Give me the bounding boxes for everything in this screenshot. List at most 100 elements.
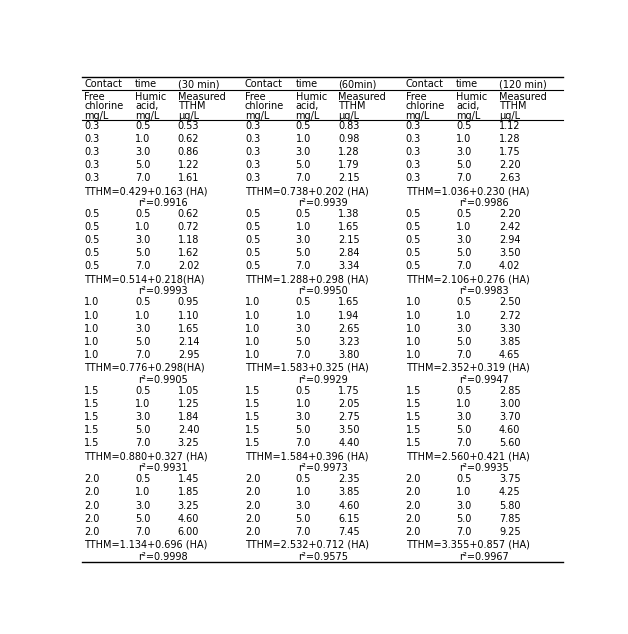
Text: 3.30: 3.30 bbox=[499, 324, 521, 333]
Text: 0.5: 0.5 bbox=[296, 209, 311, 219]
Text: mg/L: mg/L bbox=[456, 110, 480, 120]
Text: 1.5: 1.5 bbox=[245, 438, 261, 448]
Text: 2.0: 2.0 bbox=[245, 474, 261, 484]
Text: r²=0.9947: r²=0.9947 bbox=[459, 375, 509, 385]
Text: Measured: Measured bbox=[178, 92, 225, 102]
Text: TTHM: TTHM bbox=[338, 101, 366, 112]
Text: 0.3: 0.3 bbox=[245, 173, 260, 183]
Text: 0.3: 0.3 bbox=[84, 134, 100, 144]
Text: 2.0: 2.0 bbox=[406, 474, 421, 484]
Text: 1.0: 1.0 bbox=[245, 297, 260, 307]
Text: 7.0: 7.0 bbox=[135, 527, 150, 537]
Text: 2.0: 2.0 bbox=[84, 474, 100, 484]
Text: 1.0: 1.0 bbox=[406, 311, 421, 321]
Text: 0.62: 0.62 bbox=[178, 209, 199, 219]
Text: TTHM=0.880+0.327 (HA): TTHM=0.880+0.327 (HA) bbox=[84, 451, 208, 462]
Text: 1.75: 1.75 bbox=[338, 386, 360, 396]
Text: mg/L: mg/L bbox=[245, 110, 269, 120]
Text: 1.5: 1.5 bbox=[406, 412, 421, 422]
Text: 0.3: 0.3 bbox=[84, 120, 100, 131]
Text: 3.23: 3.23 bbox=[338, 337, 360, 347]
Text: 0.5: 0.5 bbox=[296, 474, 311, 484]
Text: TTHM=1.036+0.230 (HA): TTHM=1.036+0.230 (HA) bbox=[406, 186, 529, 196]
Text: 7.0: 7.0 bbox=[456, 527, 472, 537]
Text: 0.5: 0.5 bbox=[245, 209, 261, 219]
Text: 1.0: 1.0 bbox=[84, 337, 100, 347]
Text: 0.5: 0.5 bbox=[84, 209, 100, 219]
Text: 7.0: 7.0 bbox=[296, 438, 311, 448]
Text: 7.0: 7.0 bbox=[135, 261, 150, 271]
Text: 2.75: 2.75 bbox=[338, 412, 360, 422]
Text: 0.5: 0.5 bbox=[406, 261, 421, 271]
Text: 1.79: 1.79 bbox=[338, 160, 360, 170]
Text: 1.0: 1.0 bbox=[135, 399, 150, 409]
Text: 3.75: 3.75 bbox=[499, 474, 521, 484]
Text: time: time bbox=[135, 79, 157, 89]
Text: 1.84: 1.84 bbox=[178, 412, 199, 422]
Text: 1.5: 1.5 bbox=[245, 399, 261, 409]
Text: 2.0: 2.0 bbox=[406, 488, 421, 498]
Text: Contact: Contact bbox=[84, 79, 122, 89]
Text: 0.5: 0.5 bbox=[456, 386, 472, 396]
Text: 1.25: 1.25 bbox=[178, 399, 200, 409]
Text: 4.60: 4.60 bbox=[499, 425, 521, 435]
Text: 5.0: 5.0 bbox=[296, 425, 311, 435]
Text: 1.28: 1.28 bbox=[499, 134, 521, 144]
Text: 7.0: 7.0 bbox=[296, 350, 311, 360]
Text: 0.5: 0.5 bbox=[135, 209, 150, 219]
Text: 1.65: 1.65 bbox=[338, 297, 360, 307]
Text: 0.5: 0.5 bbox=[456, 297, 472, 307]
Text: 3.0: 3.0 bbox=[296, 501, 311, 510]
Text: 1.22: 1.22 bbox=[178, 160, 200, 170]
Text: 2.94: 2.94 bbox=[499, 235, 521, 245]
Text: 3.34: 3.34 bbox=[338, 261, 360, 271]
Text: 3.0: 3.0 bbox=[135, 235, 150, 245]
Text: 1.0: 1.0 bbox=[456, 134, 472, 144]
Text: r²=0.9575: r²=0.9575 bbox=[298, 552, 349, 562]
Text: 2.20: 2.20 bbox=[499, 160, 521, 170]
Text: 7.0: 7.0 bbox=[456, 350, 472, 360]
Text: 0.86: 0.86 bbox=[178, 147, 199, 157]
Text: 3.80: 3.80 bbox=[338, 350, 360, 360]
Text: 9.25: 9.25 bbox=[499, 527, 521, 537]
Text: 3.0: 3.0 bbox=[456, 501, 472, 510]
Text: 0.3: 0.3 bbox=[245, 147, 260, 157]
Text: 2.0: 2.0 bbox=[245, 514, 261, 524]
Text: 0.5: 0.5 bbox=[406, 222, 421, 232]
Text: 0.3: 0.3 bbox=[84, 173, 100, 183]
Text: 2.84: 2.84 bbox=[338, 249, 360, 258]
Text: 1.94: 1.94 bbox=[338, 311, 360, 321]
Text: acid,: acid, bbox=[135, 101, 158, 112]
Text: 7.0: 7.0 bbox=[456, 438, 472, 448]
Text: 0.53: 0.53 bbox=[178, 120, 199, 131]
Text: 2.0: 2.0 bbox=[84, 527, 100, 537]
Text: 2.0: 2.0 bbox=[84, 501, 100, 510]
Text: (30 min): (30 min) bbox=[178, 79, 219, 89]
Text: 1.5: 1.5 bbox=[84, 412, 100, 422]
Text: TTHM=2.352+0.319 (HA): TTHM=2.352+0.319 (HA) bbox=[406, 363, 529, 373]
Text: 2.15: 2.15 bbox=[338, 173, 360, 183]
Text: 4.25: 4.25 bbox=[499, 488, 521, 498]
Text: 1.0: 1.0 bbox=[245, 324, 260, 333]
Text: r²=0.9905: r²=0.9905 bbox=[138, 375, 188, 385]
Text: μg/L: μg/L bbox=[338, 110, 359, 120]
Text: 6.00: 6.00 bbox=[178, 527, 199, 537]
Text: 4.02: 4.02 bbox=[499, 261, 521, 271]
Text: 0.3: 0.3 bbox=[84, 160, 100, 170]
Text: 4.40: 4.40 bbox=[338, 438, 360, 448]
Text: 0.5: 0.5 bbox=[84, 222, 100, 232]
Text: 2.42: 2.42 bbox=[499, 222, 521, 232]
Text: 7.0: 7.0 bbox=[296, 527, 311, 537]
Text: 5.0: 5.0 bbox=[135, 337, 150, 347]
Text: 2.40: 2.40 bbox=[178, 425, 199, 435]
Text: 3.0: 3.0 bbox=[456, 324, 472, 333]
Text: 7.0: 7.0 bbox=[296, 173, 311, 183]
Text: 5.0: 5.0 bbox=[296, 160, 311, 170]
Text: 2.72: 2.72 bbox=[499, 311, 521, 321]
Text: 1.5: 1.5 bbox=[84, 425, 100, 435]
Text: 2.15: 2.15 bbox=[338, 235, 360, 245]
Text: 2.35: 2.35 bbox=[338, 474, 360, 484]
Text: 1.0: 1.0 bbox=[456, 222, 472, 232]
Text: 0.5: 0.5 bbox=[84, 235, 100, 245]
Text: 0.5: 0.5 bbox=[245, 261, 261, 271]
